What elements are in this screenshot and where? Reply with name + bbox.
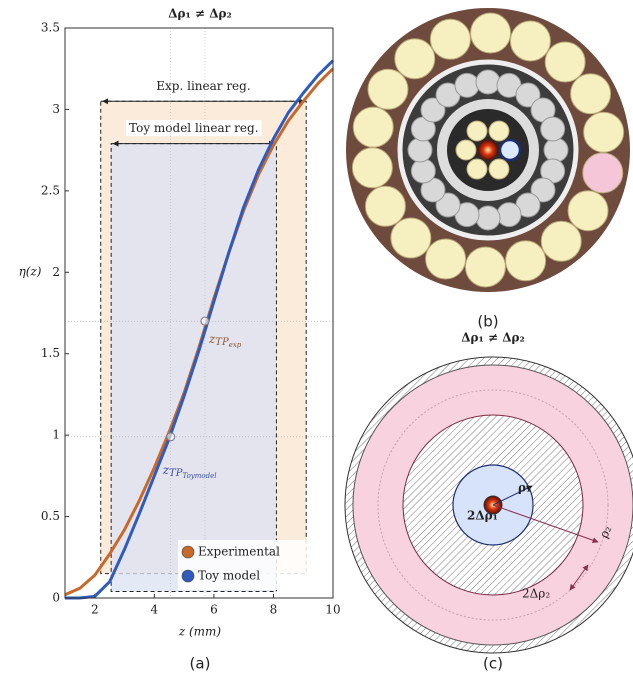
y-tick-label: 3 [52,102,60,116]
fiber [584,112,624,152]
fiber [368,69,408,109]
fiber [395,39,435,79]
fiber [506,241,546,281]
fiber [545,42,585,82]
fiber-photo [346,8,630,292]
fiber [541,117,565,141]
figure: Δρ₁ ≠ Δρ₂ η(z) z (mm) (a) (b) Δρ₁ ≠ Δρ₂ … [0,0,633,679]
cross-section-diagram [345,357,633,653]
fiber [541,221,581,261]
y-tick-label: 1 [52,428,60,442]
legend-marker [182,570,194,582]
y-tick-label: 2 [52,265,60,279]
turning-point [201,317,209,325]
fiber [489,121,509,141]
legend-label: Experimental [198,545,280,559]
y-axis-label: η(z) [19,265,42,279]
fiber [430,19,470,59]
diagram-title: Δρ₁ ≠ Δρ₂ [461,331,525,345]
fiber [571,74,611,114]
fiber [476,70,500,94]
fiber [408,138,432,162]
legend-marker [182,546,194,558]
fiber [411,159,435,183]
fiber [471,13,511,53]
fiber [352,148,392,188]
fiber [544,138,568,162]
fiber [478,140,498,160]
panel-label: (c) [483,655,503,673]
fiber [465,247,505,287]
turning-point [167,433,175,441]
label-subsub: Toymodel [182,472,216,480]
delta-rho1-label: 2Δρ₁ [467,509,498,523]
fiber [467,159,487,179]
panel-label: (a) [190,655,211,673]
fiber [510,21,550,61]
fiber [391,218,431,258]
x-tick-label: 6 [210,603,218,617]
y-tick-label: 3.5 [41,21,60,35]
fiber [568,191,608,231]
fiber [500,140,520,160]
x-axis-label: z (mm) [178,625,222,639]
fiber [497,203,521,227]
x-tick-label: 4 [151,603,159,617]
label-sub: TP [169,467,183,478]
x-tick-label: 10 [325,603,340,617]
delta-rho2-label: 2Δρ₂ [522,587,550,601]
fiber [467,121,487,141]
page: Δρ₁ ≠ Δρ₂ η(z) z (mm) (a) (b) Δρ₁ ≠ Δρ₂ … [0,0,633,679]
y-tick-label: 2.5 [41,183,60,197]
fiber [426,239,466,279]
fiber [476,206,500,230]
label-sub: TP [215,337,229,348]
region-label: Toy model linear reg. [129,121,258,135]
y-tick-label: 1.5 [41,346,60,360]
y-tick-label: 0.5 [41,509,60,523]
fiber [489,159,509,179]
panel-label: (b) [477,313,498,331]
x-tick-label: 8 [270,603,278,617]
fiber [455,73,479,97]
x-tick-label: 2 [91,603,99,617]
label-subsub: exp [229,341,242,349]
rho1-label: ρ₁ [518,481,531,495]
fiber [583,153,623,193]
fiber [353,107,393,147]
fiber [365,186,405,226]
y-tick-label: 0 [52,591,60,605]
chart-title: Δρ₁ ≠ Δρ₂ [168,7,232,21]
legend-label: Toy model [198,569,260,583]
fiber [456,140,476,160]
